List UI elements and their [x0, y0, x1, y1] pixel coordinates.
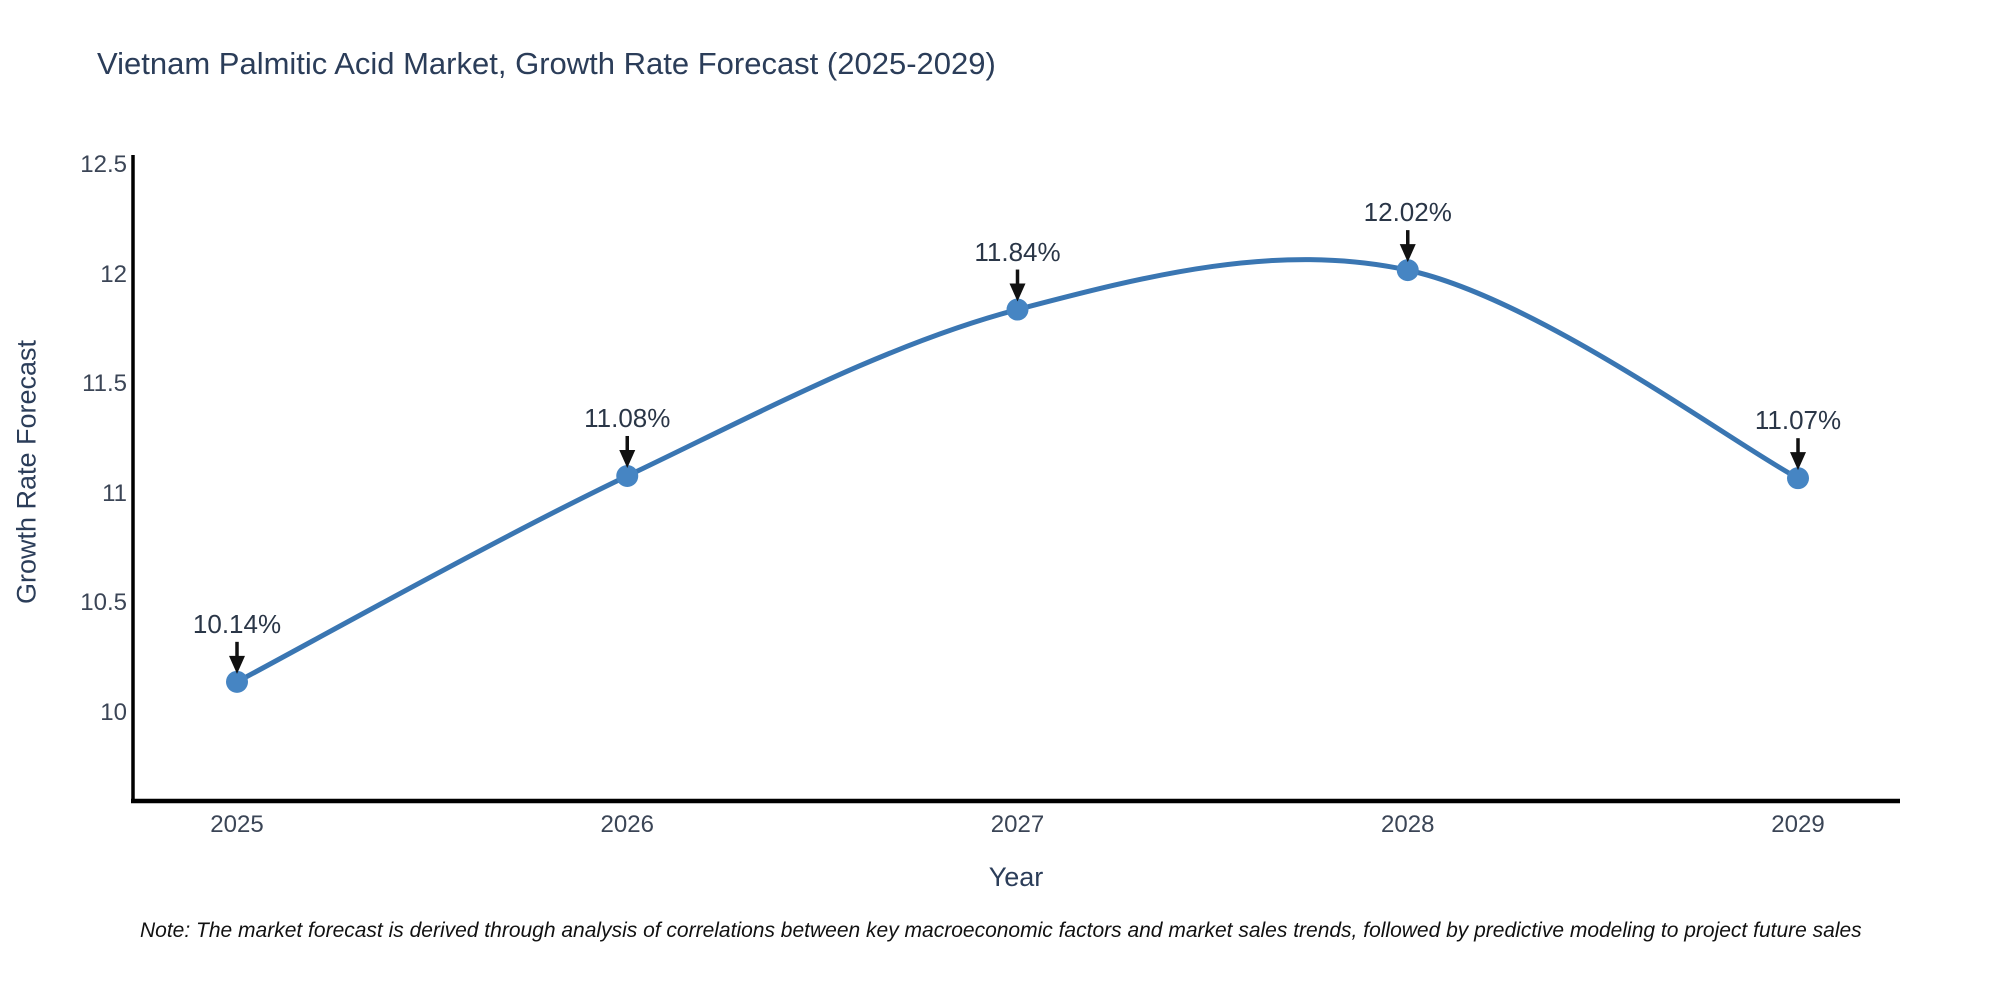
y-tick-label: 11 [102, 479, 127, 507]
chart-footnote: Note: The market forecast is derived thr… [140, 919, 1862, 942]
chart-title: Vietnam Palmitic Acid Market, Growth Rat… [97, 46, 996, 81]
y-tick-label: 10.5 [80, 589, 127, 616]
data-point-value-label: 12.02% [1363, 197, 1452, 228]
annotation-arrowhead [1790, 452, 1806, 471]
data-point-value-label: 10.14% [192, 608, 282, 639]
annotation-arrowhead [1399, 244, 1416, 263]
x-tick-label: 2027 [990, 811, 1045, 838]
x-tick-label: 2026 [600, 811, 654, 838]
x-tick-label: 2028 [1381, 811, 1435, 838]
y-tick-label: 12 [100, 260, 127, 288]
y-tick-label: 10 [100, 698, 127, 726]
data-point-marker [1396, 259, 1419, 282]
annotation-arrowhead [229, 655, 245, 674]
annotation-arrowhead [619, 449, 636, 468]
data-point-value-label: 11.08% [584, 402, 671, 433]
x-axis-title: Year [988, 862, 1044, 892]
growth-rate-line [234, 257, 1801, 685]
annotation-arrowhead [1009, 283, 1026, 302]
y-tick-label: 12.5 [80, 151, 127, 178]
data-point-marker [1787, 467, 1809, 490]
data-point-marker [1006, 298, 1029, 321]
data-point-marker [226, 670, 248, 693]
y-tick-label: 11.5 [82, 370, 127, 397]
data-point-marker [616, 464, 639, 487]
x-tick-label: 2025 [210, 811, 264, 838]
data-point-value-label: 11.84% [974, 236, 1061, 267]
x-tick-label: 2029 [1771, 811, 1825, 838]
data-point-value-label: 11.07% [1754, 405, 1842, 436]
